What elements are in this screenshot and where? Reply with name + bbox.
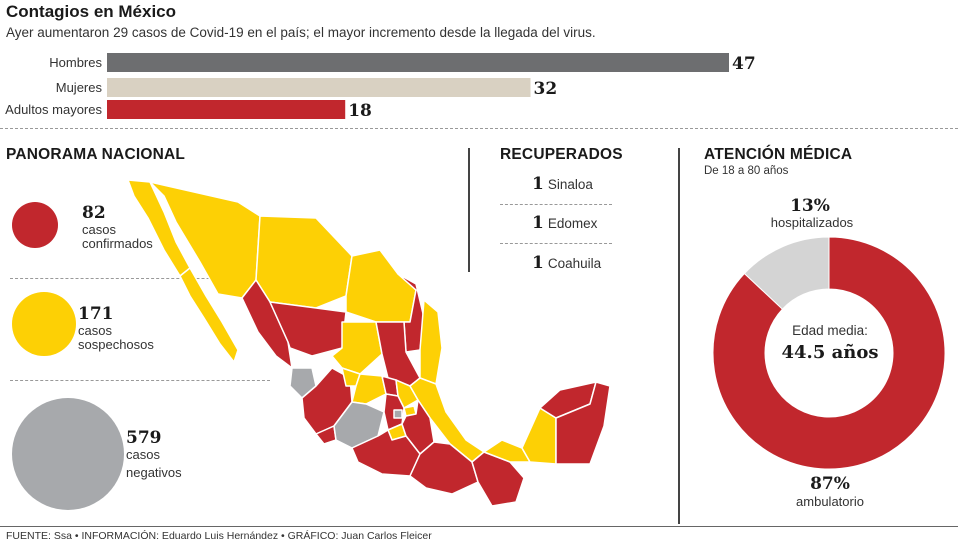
recuperados-state: Edomex	[547, 216, 598, 231]
recuperados-state: Coahuila	[547, 256, 602, 271]
negative-label-1: casos	[126, 447, 160, 462]
map-state-hidalgo	[395, 379, 419, 409]
bar-adultos-mayores	[107, 100, 346, 119]
bar-value-label: 18	[348, 101, 372, 121]
bar-category-label: Adultos mayores	[5, 102, 102, 117]
map-state-michoacan	[333, 401, 385, 449]
confirmed-legend-circle	[12, 202, 58, 248]
donut-center-label: Edad media:	[792, 323, 868, 338]
mexico-map	[127, 179, 611, 507]
page-subtitle: Ayer aumentaron 29 casos de Covid-19 en …	[6, 25, 596, 40]
bar-value-label: 32	[533, 79, 557, 99]
confirmed-label-1: casos	[82, 222, 116, 237]
map-state-campeche	[521, 407, 557, 465]
negative-value: 579	[126, 428, 162, 448]
map-state-sinaloa	[241, 279, 293, 369]
negative-legend-circle	[12, 398, 124, 510]
divider-legend-2	[10, 380, 270, 381]
donut-center-value: 44.5 años	[781, 342, 879, 363]
recuperados-count: 1	[532, 253, 544, 273]
map-state-durango	[269, 301, 347, 357]
bar-category-label: Hombres	[49, 55, 102, 70]
recuperados-item: 1 Coahuila	[532, 253, 642, 275]
map-state-coahuila	[345, 249, 417, 323]
gender-bar-chart: Hombres 47 Mujeres 32 Adultos mayores 18	[5, 53, 756, 121]
atencion-subtitle: De 18 a 80 años	[704, 165, 789, 177]
suspected-value: 171	[78, 304, 114, 324]
ambulatory-label: ambulatorio	[796, 494, 864, 509]
confirmed-value: 82	[82, 203, 106, 223]
map-state-guerrero	[351, 429, 421, 477]
atencion-donut-chart	[712, 236, 946, 470]
separator-left	[468, 148, 470, 272]
divider-top	[0, 128, 958, 129]
map-state-chihuahua	[255, 215, 353, 309]
bar-value-label: 47	[732, 54, 756, 74]
hospitalized-percent: 13%	[790, 196, 830, 216]
map-state-quintana-roo	[555, 381, 611, 465]
recuperados-title: RECUPERADOS	[500, 146, 623, 163]
panorama-title: PANORAMA NACIONAL	[6, 146, 186, 163]
suspected-label-1: casos	[78, 323, 112, 338]
map-state-baja-california-sur	[179, 267, 239, 363]
recuperados-state: Sinaloa	[547, 177, 593, 192]
map-state-tamaulipas	[419, 299, 443, 385]
bar-mujeres	[107, 78, 531, 97]
recuperados-count: 1	[532, 174, 544, 194]
confirmed-label-2: confirmados	[82, 236, 153, 251]
recuperados-count: 1	[532, 213, 544, 233]
footer-divider	[0, 526, 958, 527]
ambulatory-percent: 87%	[810, 474, 850, 494]
divider-legend-1	[10, 278, 270, 279]
separator-right	[678, 148, 680, 524]
bar-category-label: Mujeres	[56, 80, 103, 95]
suspected-legend-circle	[12, 292, 76, 356]
recuperados-item: 1 Edomex	[532, 213, 642, 235]
bar-hombres	[107, 53, 729, 72]
donut-slice-ambulatorio	[712, 236, 946, 470]
map-state-sonora	[149, 181, 261, 299]
recuperados-divider-2	[500, 243, 612, 244]
recuperados-divider-1	[500, 204, 612, 205]
footer-credits: FUENTE: Ssa • INFORMACIÓN: Eduardo Luis …	[6, 530, 432, 542]
map-state-cdmx	[393, 409, 403, 419]
hospitalized-label: hospitalizados	[770, 215, 854, 230]
recuperados-item: 1 Sinaloa	[532, 174, 642, 196]
negative-label-2: negativos	[126, 465, 182, 480]
page-title: Contagios en México	[6, 2, 177, 21]
atencion-title: ATENCIÓN MÉDICA	[704, 146, 853, 163]
suspected-label-2: sospechosos	[78, 337, 154, 352]
